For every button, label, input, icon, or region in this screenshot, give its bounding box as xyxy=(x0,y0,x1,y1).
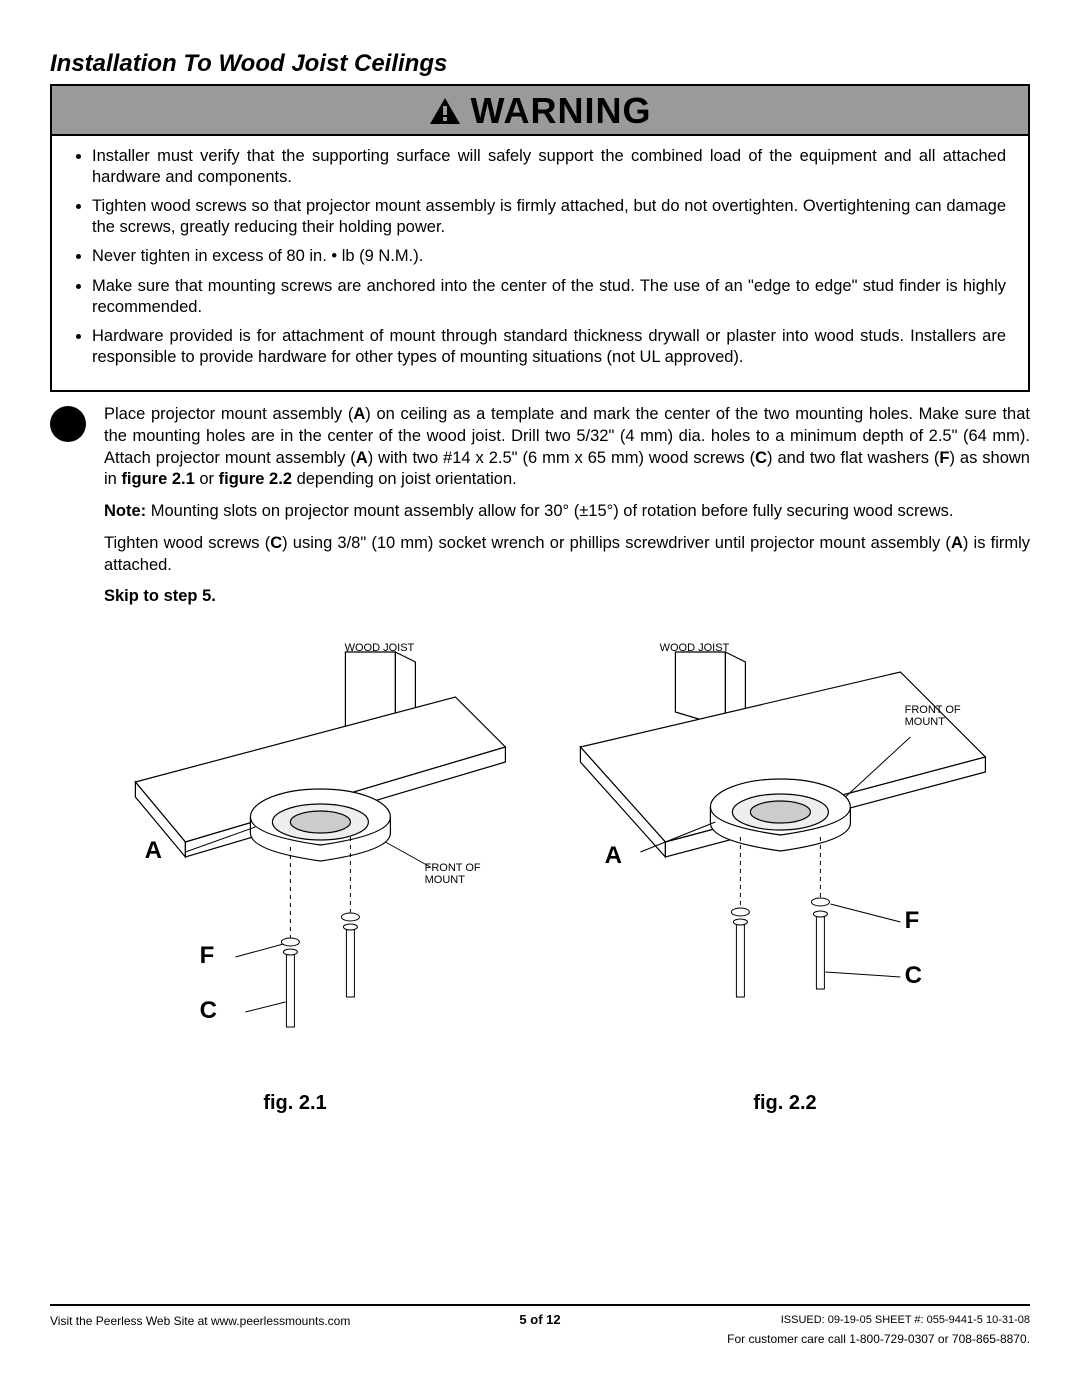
figure-2-1-caption: fig. 2.1 xyxy=(263,1092,326,1115)
wood-joist-label: WOOD JOIST xyxy=(345,642,415,654)
note-label: Note: xyxy=(104,502,146,520)
footer-page-number: 5 of 12 xyxy=(519,1312,560,1327)
part-C: C xyxy=(270,534,282,552)
fig-ref: figure 2.2 xyxy=(219,470,292,488)
t: ) and two flat washers ( xyxy=(767,449,939,467)
warning-item: Never tighten in excess of 80 in. • lb (… xyxy=(92,246,1006,267)
step-text: Place projector mount assembly (A) on ce… xyxy=(104,404,1030,618)
label-A: A xyxy=(145,837,162,865)
skip-instruction: Skip to step 5. xyxy=(104,586,1030,608)
t: Place projector mount assembly ( xyxy=(104,405,353,423)
warning-item: Tighten wood screws so that projector mo… xyxy=(92,196,1006,238)
warning-item: Installer must verify that the supportin… xyxy=(92,146,1006,188)
t: depending on joist orientation. xyxy=(292,470,517,488)
footer-customer-care: For customer care call 1-800-729-0307 or… xyxy=(727,1330,1030,1349)
t: or xyxy=(195,470,219,488)
figure-2-1: WOOD JOIST FRONT OF MOUNT A F C fig. 2.1 xyxy=(70,642,521,1115)
warning-triangle-icon xyxy=(429,97,461,125)
part-A: A xyxy=(951,534,963,552)
label-C: C xyxy=(200,997,217,1025)
label-F: F xyxy=(200,942,215,970)
figure-2-2-caption: fig. 2.2 xyxy=(753,1092,816,1115)
figure-2-2-graphic: WOOD JOIST FRONT OF MOUNT A F C xyxy=(560,642,1011,1082)
part-F: F xyxy=(939,449,949,467)
warning-body: Installer must verify that the supportin… xyxy=(52,136,1028,390)
figure-2-1-graphic: WOOD JOIST FRONT OF MOUNT A F C xyxy=(70,642,521,1082)
part-C: C xyxy=(755,449,767,467)
warning-item: Make sure that mounting screws are ancho… xyxy=(92,276,1006,318)
fig-ref: figure 2.1 xyxy=(121,470,194,488)
part-A: A xyxy=(353,405,365,423)
part-A: A xyxy=(356,449,368,467)
label-F: F xyxy=(905,907,920,935)
front-of-mount-label: FRONT OF MOUNT xyxy=(905,704,961,728)
step-block: 2 Place projector mount assembly (A) on … xyxy=(50,404,1030,618)
footer-issued: ISSUED: 09-19-05 SHEET #: 055-9441-5 10-… xyxy=(727,1312,1030,1330)
t: ) using 3/8" (10 mm) socket wrench or ph… xyxy=(282,534,951,552)
warning-header: WARNING xyxy=(52,86,1028,136)
warning-header-text: WARNING xyxy=(471,90,652,132)
footer-right: ISSUED: 09-19-05 SHEET #: 055-9441-5 10-… xyxy=(727,1312,1030,1349)
section-title: Installation To Wood Joist Ceilings xyxy=(50,50,1030,78)
t: Tighten wood screws ( xyxy=(104,534,270,552)
label-A: A xyxy=(605,842,622,870)
footer: Visit the Peerless Web Site at www.peerl… xyxy=(50,1304,1030,1349)
note-text: Mounting slots on projector mount assemb… xyxy=(146,502,953,520)
footer-left: Visit the Peerless Web Site at www.peerl… xyxy=(50,1312,350,1349)
front-of-mount-label: FRONT OF MOUNT xyxy=(425,862,481,886)
step-number-badge: 2 xyxy=(50,406,86,442)
figure-2-2: WOOD JOIST FRONT OF MOUNT A F C fig. 2.2 xyxy=(560,642,1011,1115)
label-C: C xyxy=(905,962,922,990)
t: ) with two #14 x 2.5" (6 mm x 65 mm) woo… xyxy=(368,449,755,467)
warning-box: WARNING Installer must verify that the s… xyxy=(50,84,1030,392)
wood-joist-label: WOOD JOIST xyxy=(660,642,730,654)
warning-item: Hardware provided is for attachment of m… xyxy=(92,326,1006,368)
figures-row: WOOD JOIST FRONT OF MOUNT A F C fig. 2.1 xyxy=(50,642,1030,1115)
